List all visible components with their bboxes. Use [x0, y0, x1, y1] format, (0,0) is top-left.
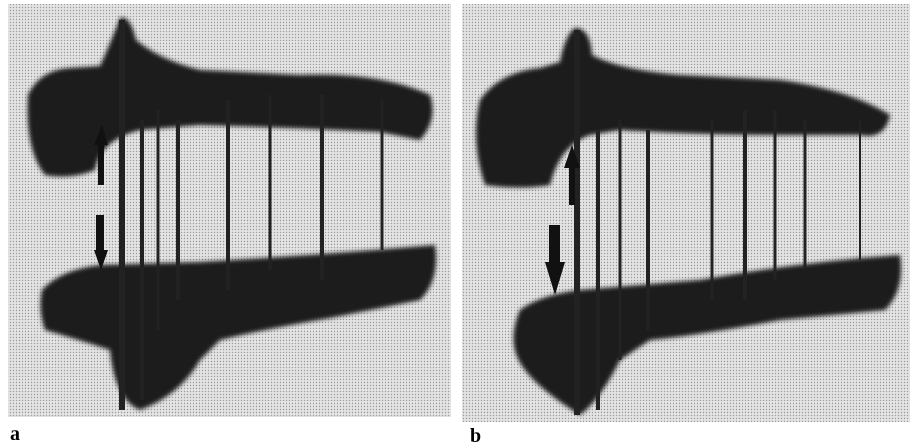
panel-label: b	[470, 425, 481, 446]
panel-label: a	[10, 423, 20, 445]
panel-a: a	[8, 4, 451, 445]
panel-b: b	[462, 4, 910, 446]
figure: a b	[0, 0, 914, 446]
